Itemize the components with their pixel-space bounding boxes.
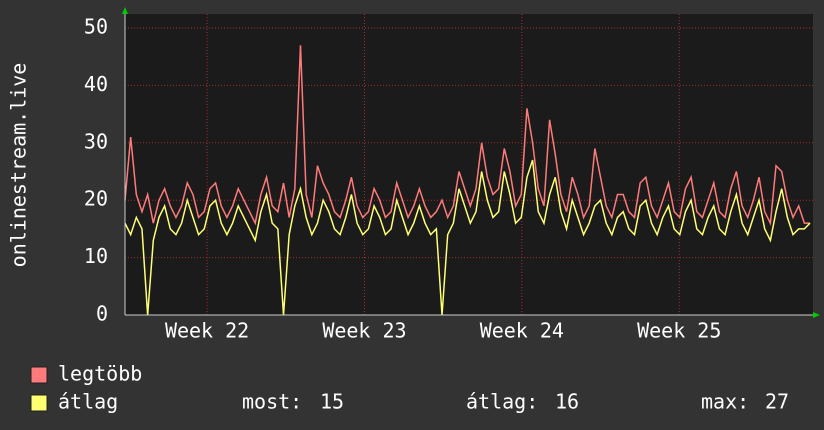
y-tick-label: 0 (96, 302, 108, 326)
y-axis-label: onlinestream.live (7, 63, 31, 268)
series-line (124, 159, 811, 316)
series-line (124, 45, 810, 226)
y-tick-label: 40 (84, 72, 108, 96)
legend-label: átlag (58, 390, 118, 414)
y-tick-label: 30 (84, 129, 108, 153)
y-tick-label: 10 (84, 244, 108, 268)
x-tick-label: Week 23 (322, 319, 406, 343)
x-tick-label: Week 25 (637, 319, 721, 343)
stat-label: átlag: (466, 390, 538, 414)
x-tick-label: Week 24 (480, 319, 564, 343)
legend-swatch (30, 366, 48, 384)
legend-swatch (30, 394, 48, 412)
x-tick-label: Week 22 (165, 319, 249, 343)
stat-value: 15 (320, 390, 344, 414)
stat-value: 16 (555, 390, 579, 414)
y-tick-label: 50 (84, 15, 108, 39)
y-tick-label: 20 (84, 187, 108, 211)
legend-label: legtöbb (58, 362, 142, 386)
stat-value: 27 (765, 390, 789, 414)
axis-arrow (122, 7, 128, 14)
stat-label: most: (242, 390, 302, 414)
axis-arrow (813, 312, 820, 318)
plot-area (125, 14, 813, 315)
stat-label: max: (701, 390, 749, 414)
